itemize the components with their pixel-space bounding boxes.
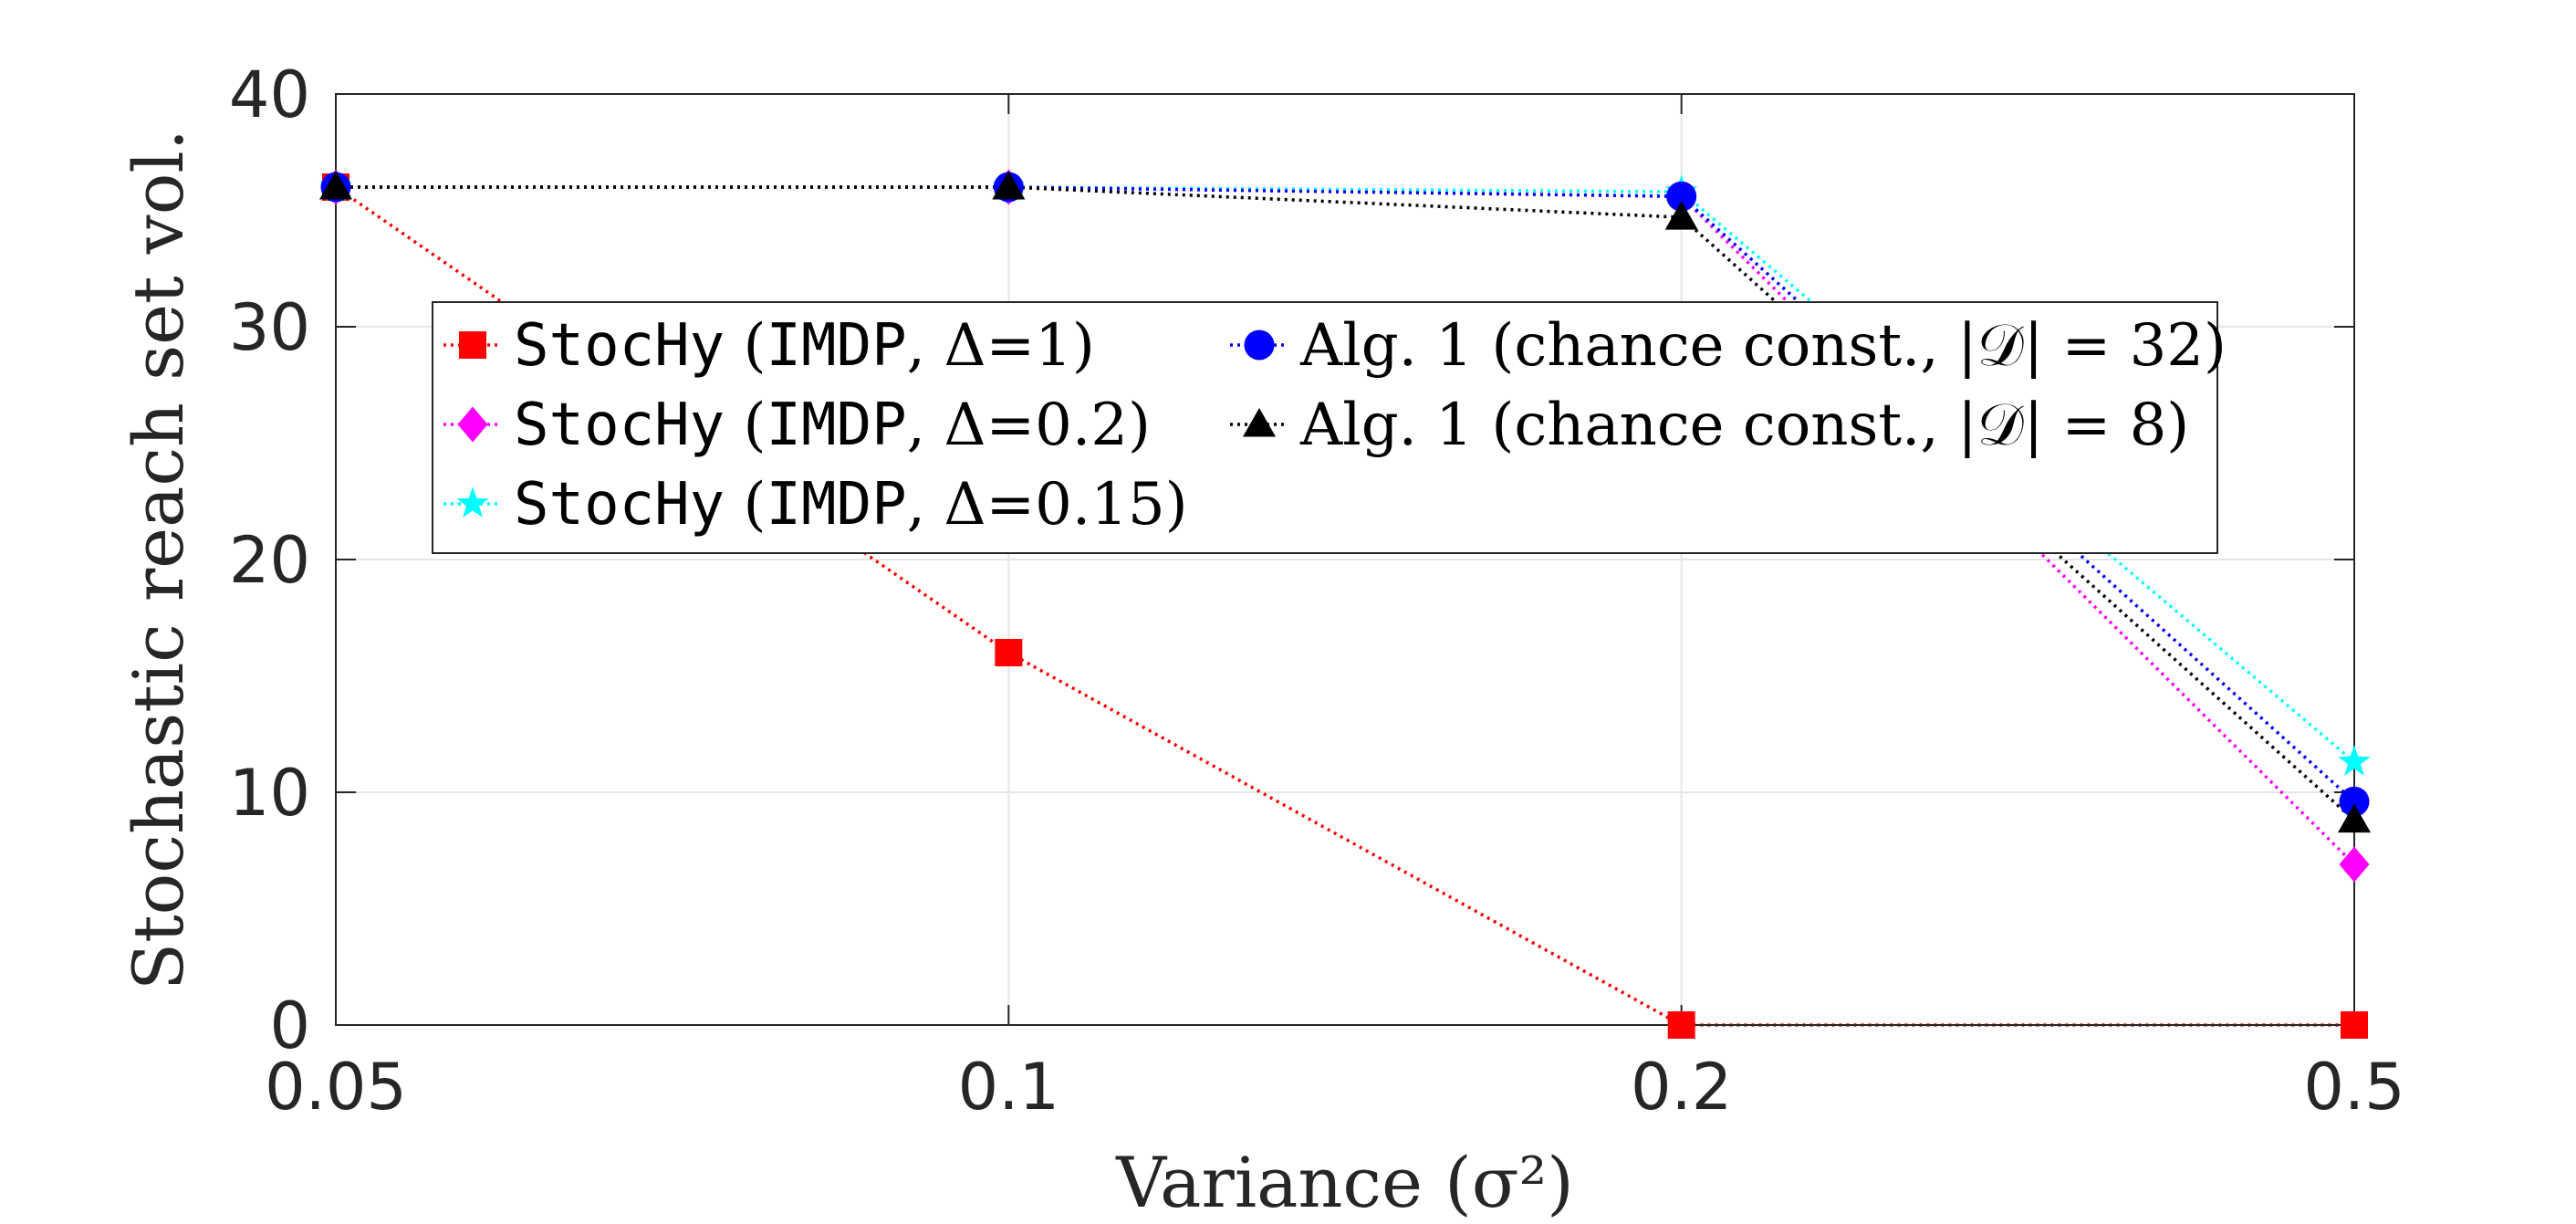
data-point [1664,201,1698,230]
x-tick-label: 0.2 [1631,1050,1732,1125]
legend-label: StocHy (IMDP, Δ=0.2) [514,392,1151,459]
x-tick-label: 0.5 [2303,1050,2404,1125]
legend-entry: StocHy (IMDP, Δ=0.15) [443,471,1188,539]
y-tick-label: 30 [229,290,310,365]
legend-box [432,301,2218,554]
legend-entry: StocHy (IMDP, Δ=1) [443,312,1095,380]
data-point [2341,1011,2368,1039]
x-tick-label: 0.05 [265,1050,407,1125]
legend-marker [1244,330,1275,361]
legend-label: Alg. 1 (chance const., |𝒟| = 8) [1299,392,2189,459]
x-tick-label: 0.1 [958,1050,1059,1125]
data-point [319,171,352,200]
data-point [2339,786,2370,817]
data-point [995,639,1023,666]
legend-label: StocHy (IMDP, Δ=1) [514,312,1095,380]
data-point [2338,803,2371,833]
legend-marker [1243,408,1276,437]
y-axis-label: Stochastic reach set vol. [118,129,199,990]
y-tick-label: 0 [269,989,310,1063]
legend-label: Alg. 1 (chance const., |𝒟| = 32) [1299,312,2227,380]
series-markers [319,169,2371,1039]
data-point [2339,846,2370,883]
y-tick-label: 10 [229,756,310,831]
legend: StocHy (IMDP, Δ=1) StocHy (IMDP, Δ=0.2) St… [432,301,2227,554]
legend-marker [457,406,488,443]
y-tick-label: 40 [229,58,310,132]
legend-label: StocHy (IMDP, Δ=0.15) [514,471,1188,539]
legend-marker [456,486,489,518]
data-point [2338,745,2371,776]
y-tick-label: 20 [229,523,310,598]
axis-ticks: 0.05 0.1 0.2 0.5 0 10 20 30 40 [229,58,2405,1125]
data-point [992,171,1026,200]
legend-marker [459,331,486,359]
x-axis-label: Variance (σ²) [1115,1142,1573,1223]
legend-entry: Alg. 1 (chance const., |𝒟| = 32) [1230,312,2227,380]
legend-entry: Alg. 1 (chance const., |𝒟| = 8) [1230,392,2189,459]
data-point [1667,1011,1695,1039]
legend-entry: StocHy (IMDP, Δ=0.2) [443,392,1151,459]
data-point [1666,181,1697,212]
